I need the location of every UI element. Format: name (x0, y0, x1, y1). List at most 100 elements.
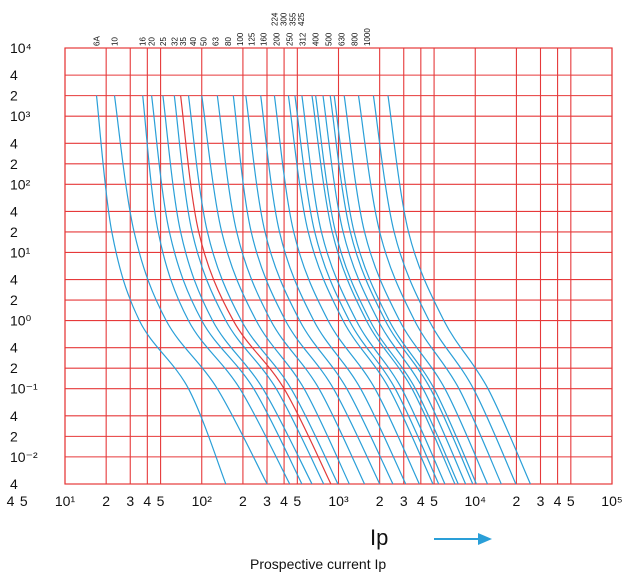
fuse-curves (95, 95, 531, 485)
y-tick-label: 2 (10, 360, 18, 376)
x-tick-label: 5 (157, 493, 165, 509)
x-tick-label: 5 (293, 493, 301, 509)
x-tick-label: 4 (7, 493, 15, 509)
y-tick-label: 4 (10, 135, 18, 151)
x-tick-label: 10³ (328, 493, 349, 509)
y-tick-label: 4 (10, 408, 18, 424)
rating-label: 630 (337, 32, 346, 46)
x-axis-title: Prospective current Ip (250, 556, 387, 572)
rating-label: 32 (170, 37, 179, 46)
rating-label: 63 (212, 37, 221, 46)
y-tick-label: 10⁴ (10, 40, 32, 56)
rating-label: 160 (260, 32, 269, 46)
x-tick-label: 10¹ (55, 493, 76, 509)
fuse-curve-224 (294, 95, 440, 485)
chart-grid (64, 47, 613, 485)
fuse-curve-250 (301, 95, 446, 485)
fuse-curve-16 (142, 95, 291, 485)
y-tick-label: 10⁰ (10, 313, 32, 329)
fuse-curve-160 (273, 95, 420, 485)
rating-label-top: 425 (297, 12, 306, 26)
rating-label: 40 (189, 37, 198, 46)
fuse-curve-32 (173, 95, 325, 485)
rating-label: 312 (299, 32, 308, 46)
y-tick-label: 10⁻² (10, 449, 38, 465)
x-tick-label: 3 (263, 493, 271, 509)
x-tick-label: 2 (102, 493, 110, 509)
fuse-curve-63 (216, 95, 366, 485)
x-tick-label: 4 (143, 493, 151, 509)
rating-label: 80 (224, 37, 233, 46)
fuse-curve-100 (245, 95, 394, 485)
rating-label: 100 (236, 32, 245, 46)
rating-label: 400 (312, 32, 321, 46)
x-tick-label: 5 (430, 493, 438, 509)
y-tick-label: 4 (10, 67, 18, 83)
rating-label: 50 (200, 37, 209, 46)
x-tick-label: 5 (20, 493, 28, 509)
arrow-right-icon (434, 533, 492, 545)
fuse-curve-425 (333, 95, 477, 485)
fuse-curve-80 (232, 95, 381, 485)
rating-label: 125 (248, 32, 257, 46)
x-tick-label: 2 (239, 493, 247, 509)
fuse-curve-315 (315, 95, 459, 485)
fuse-curve-300 (311, 95, 456, 485)
x-tick-label: 10⁴ (464, 493, 486, 509)
rating-label: 16 (139, 37, 148, 46)
x-tick-label: 10⁵ (601, 493, 622, 509)
y-axis-tick-labels: 10⁴ 4 2 10³ 4 2 10² 4 2 10¹ 4 2 10⁰ 4 2 10⁻¹ 4 2 10⁻² 4 (10, 40, 38, 492)
y-tick-label: 10⁻¹ (10, 381, 38, 397)
fuse-curve-800 (372, 95, 517, 485)
x-tick-label: 2 (376, 493, 384, 509)
fuse-curve-6A (95, 95, 227, 485)
fuse-curve-1000 (387, 95, 531, 485)
fuse-curve-40 (187, 95, 339, 485)
rating-label: 250 (286, 32, 295, 46)
fuse-curve-630 (357, 95, 502, 485)
x-axis-short-label: Ip (370, 525, 389, 550)
fuse-curve-200 (287, 95, 434, 485)
y-tick-label: 4 (10, 340, 18, 356)
fuse-curve-35 (180, 95, 332, 485)
y-tick-label: 4 (10, 272, 18, 288)
rating-label: 25 (159, 37, 168, 46)
x-tick-label: 4 (417, 493, 425, 509)
rating-label: 800 (350, 32, 359, 46)
y-tick-label: 2 (10, 292, 18, 308)
x-tick-label: 4 (554, 493, 562, 509)
fuse-curve-50 (201, 95, 350, 485)
rating-label: 500 (325, 32, 334, 46)
y-tick-label: 4 (10, 476, 18, 492)
y-tick-label: 10³ (10, 108, 31, 124)
plot-frame (64, 47, 613, 485)
fuse-curve-400 (329, 95, 474, 485)
y-tick-label: 2 (10, 428, 18, 444)
fuse-curve-500 (343, 95, 489, 485)
rating-label: 1000 (363, 28, 372, 46)
y-tick-label: 4 (10, 203, 18, 219)
rating-label-top: 224 (270, 12, 279, 26)
x-tick-label: 2 (513, 493, 521, 509)
x-axis-tick-labels: 234510¹234510²234510³234510⁴234510⁵ (7, 493, 623, 509)
rating-label: 20 (148, 37, 157, 46)
rating-label: 200 (273, 32, 282, 46)
x-tick-label: 4 (280, 493, 288, 509)
x-tick-label: 5 (567, 493, 575, 509)
fuse-curve-20 (151, 95, 303, 485)
x-tick-label: 3 (537, 493, 545, 509)
x-tick-label: 3 (400, 493, 408, 509)
fuse-curve-355 (322, 95, 467, 485)
y-tick-label: 2 (10, 156, 18, 172)
rating-label: 35 (179, 37, 188, 46)
y-tick-label: 2 (10, 224, 18, 240)
y-tick-label: 10¹ (10, 244, 31, 260)
fuse-curve-25 (162, 95, 313, 485)
x-tick-label: 10² (192, 493, 213, 509)
fuse-curve-125 (260, 95, 407, 485)
y-tick-label: 10² (10, 176, 31, 192)
fuse-rating-labels: 6A 10 16 20 25 32 35 40 50 63 80 100 125 160 200 250 312… (93, 12, 373, 46)
rating-label: 6A (93, 36, 102, 46)
rating-label-top: 300 (279, 12, 288, 26)
